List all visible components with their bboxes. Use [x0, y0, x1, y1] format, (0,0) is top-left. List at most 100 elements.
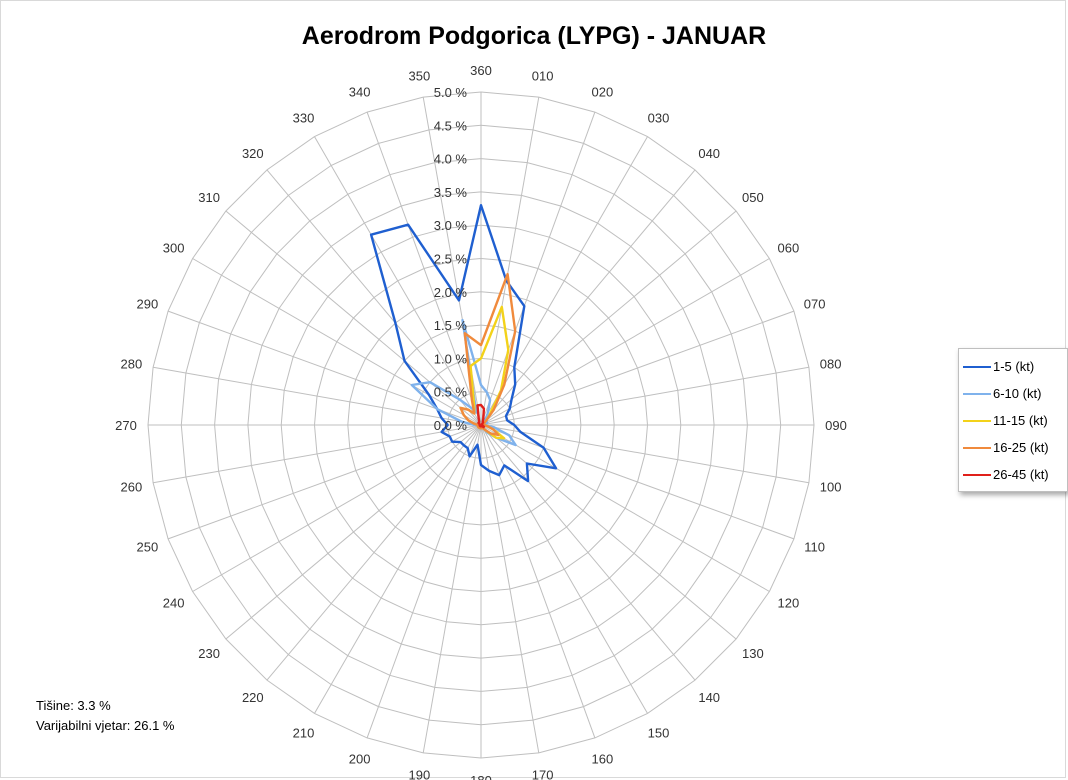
direction-label: 020 — [592, 84, 614, 99]
direction-label: 200 — [349, 752, 371, 767]
direction-label: 270 — [115, 418, 137, 433]
grid-spoke — [153, 424, 482, 484]
direction-label: 260 — [121, 480, 143, 495]
series-line — [476, 403, 486, 429]
grid-spoke — [480, 424, 737, 640]
direction-label: 030 — [648, 111, 670, 126]
direction-label: 160 — [592, 752, 614, 767]
legend-swatch — [963, 392, 991, 395]
grid-spoke — [480, 111, 596, 426]
direction-label: 190 — [409, 768, 431, 780]
radial-tick-label: 1.5 % — [434, 318, 468, 333]
direction-label: 340 — [349, 84, 371, 99]
legend-item: 6-10 (kt) — [959, 380, 1067, 407]
direction-label: 300 — [163, 241, 185, 256]
grid-spoke — [192, 424, 482, 592]
chart-title: Aerodrom Podgorica (LYPG) - JANUAR — [301, 22, 767, 50]
grid-spoke — [480, 424, 795, 540]
grid-spoke — [480, 366, 809, 426]
direction-label: 350 — [409, 68, 431, 83]
radial-tick-label: 4.5 % — [434, 118, 468, 133]
legend-item: 1-5 (kt) — [959, 353, 1067, 380]
legend-label: 1-5 (kt) — [993, 359, 1035, 374]
legend-label: 26-45 (kt) — [993, 467, 1049, 482]
calm-note: Tišine: 3.3 % — [36, 698, 111, 713]
radial-tick-label: 2.5 % — [434, 252, 468, 267]
direction-label: 010 — [532, 68, 554, 83]
legend-swatch — [963, 419, 991, 422]
radar-labels: 360 010 020 030 040 050 060 070 080 090 100 110 120 1… — [115, 63, 847, 780]
grid-spoke — [314, 424, 482, 714]
direction-label: 110 — [804, 539, 825, 554]
direction-label: 040 — [698, 146, 720, 161]
grid-spoke — [225, 424, 482, 640]
grid-spoke — [225, 210, 482, 426]
direction-label: 100 — [820, 480, 842, 495]
direction-label: 060 — [778, 241, 800, 256]
radial-tick-label: 2.0 % — [434, 285, 468, 300]
grid-spoke — [480, 424, 770, 592]
direction-label: 230 — [198, 646, 220, 661]
grid-spoke — [480, 169, 696, 426]
grid-spoke — [422, 424, 482, 753]
grid-spoke — [480, 210, 737, 426]
radial-tick-label: 0.5 % — [434, 385, 468, 400]
legend-swatch — [963, 446, 991, 449]
direction-label: 240 — [163, 596, 185, 611]
legend-label: 16-25 (kt) — [993, 440, 1049, 455]
grid-spoke — [480, 258, 770, 426]
grid-spoke — [480, 97, 540, 426]
direction-label: 180 — [470, 773, 492, 780]
grid-spoke — [266, 169, 482, 426]
direction-label: 280 — [121, 356, 143, 371]
direction-label: 250 — [137, 539, 159, 554]
direction-label: 130 — [742, 646, 764, 661]
direction-label: 310 — [198, 190, 220, 205]
chart-legend: 1-5 (kt) 6-10 (kt) 11-15 (kt) 16-25 (kt)… — [958, 348, 1068, 492]
direction-label: 170 — [532, 768, 554, 780]
grid-spoke — [480, 136, 648, 426]
direction-label: 140 — [698, 690, 720, 705]
grid-spoke — [266, 424, 482, 681]
grid-spoke — [480, 424, 648, 714]
grid-spoke — [480, 424, 596, 739]
radial-tick-label: 3.0 % — [434, 218, 468, 233]
direction-label: 320 — [242, 146, 264, 161]
direction-label: 290 — [137, 297, 159, 312]
grid-spoke — [153, 366, 482, 426]
radar-grid — [147, 91, 815, 759]
grid-spoke — [480, 424, 540, 753]
direction-label: 210 — [293, 725, 315, 740]
grid-spoke — [480, 310, 795, 426]
variable-wind-note: Varijabilni vjetar: 26.1 % — [36, 718, 175, 733]
direction-label: 220 — [242, 690, 264, 705]
legend-item: 16-25 (kt) — [959, 434, 1067, 461]
grid-spoke — [314, 136, 482, 426]
grid-spoke — [167, 310, 482, 426]
grid-spoke — [192, 258, 482, 426]
radar-series — [369, 203, 558, 483]
radial-tick-label: 1.0 % — [434, 351, 468, 366]
grid-spoke — [366, 111, 482, 426]
legend-swatch — [963, 365, 991, 368]
radial-tick-label: 5.0 % — [434, 85, 468, 100]
legend-label: 6-10 (kt) — [993, 386, 1042, 401]
direction-label: 120 — [778, 596, 800, 611]
direction-label: 090 — [825, 418, 847, 433]
legend-item: 26-45 (kt) — [959, 461, 1067, 488]
direction-label: 150 — [648, 725, 670, 740]
chart-notes: Tišine: 3.3 % Varijabilni vjetar: 26.1 % — [36, 696, 175, 736]
direction-label: 080 — [820, 356, 842, 371]
direction-label: 050 — [742, 190, 764, 205]
radial-tick-label: 4.0 % — [434, 152, 468, 167]
direction-label: 070 — [804, 297, 826, 312]
legend-item: 11-15 (kt) — [959, 407, 1067, 434]
grid-spoke — [480, 424, 696, 681]
grid-spoke — [167, 424, 482, 540]
series-line — [369, 203, 558, 483]
grid-spoke — [480, 424, 809, 484]
direction-label: 360 — [470, 63, 492, 78]
grid-spoke — [366, 424, 482, 739]
radial-tick-label: 0.0 % — [434, 418, 468, 433]
